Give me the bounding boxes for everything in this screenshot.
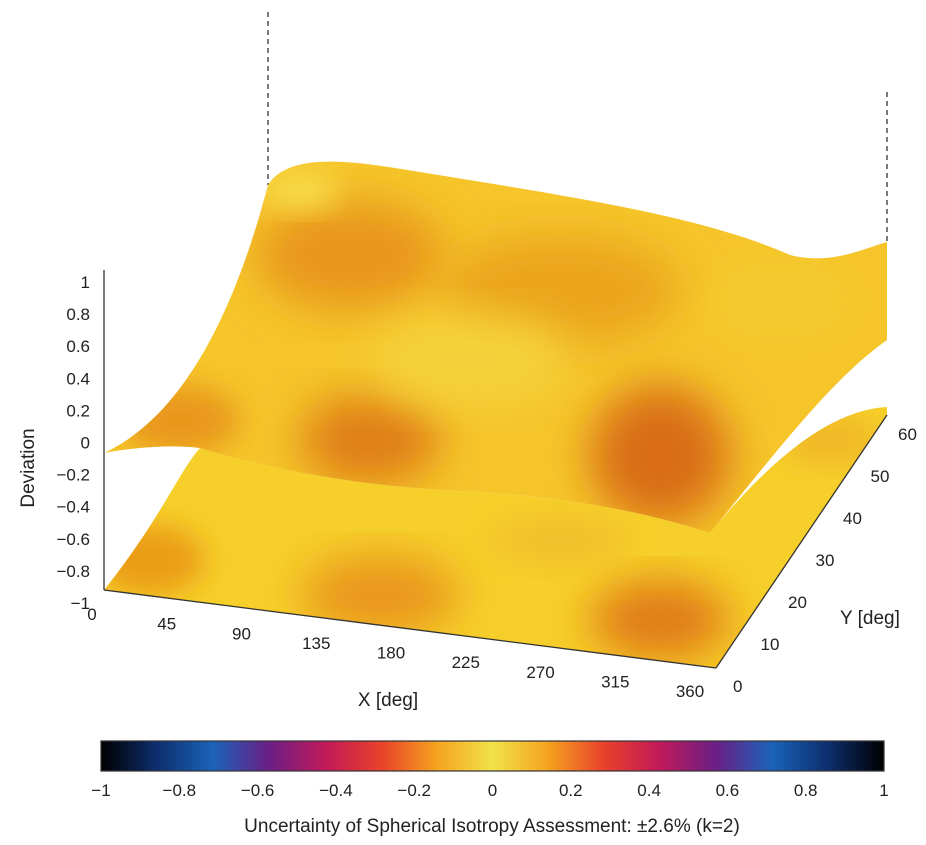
colorbar-tick-label: 0.4 (637, 781, 661, 800)
y-axis-label: Y [deg] (840, 608, 900, 629)
x-tick-label: 180 (377, 644, 405, 663)
x-tick-label: 360 (676, 682, 704, 701)
z-tick-label: 0.2 (66, 401, 90, 420)
colorbar-tick-label: 0.8 (794, 781, 818, 800)
colorbar-tick-label: −0.6 (241, 781, 275, 800)
z-tick-label: −0.6 (56, 530, 90, 549)
z-tick-label: 0.6 (66, 337, 90, 356)
z-tick-label: 0 (81, 434, 90, 453)
z-tick-label: 0.4 (66, 369, 90, 388)
y-tick-label: 30 (816, 551, 835, 570)
colorbar-tick-label: 0.6 (716, 781, 740, 800)
z-tick-label: −0.2 (56, 466, 90, 485)
x-axis-line (103, 589, 717, 669)
z-tick-label: −1 (71, 594, 90, 613)
z-tick-label: 1 (81, 273, 90, 292)
y-tick-label: 60 (898, 425, 917, 444)
y-tick-label: 10 (761, 635, 780, 654)
x-tick-label: 135 (302, 634, 330, 653)
z-tick-label: −0.4 (56, 498, 90, 517)
x-tick-label: 225 (452, 653, 480, 672)
colorbar (100, 740, 885, 772)
x-tick-label: 270 (526, 663, 554, 682)
colorbar-tick-label: −0.4 (319, 781, 353, 800)
x-tick-label: 0 (87, 605, 96, 624)
z-tick-label: 0.8 (66, 305, 90, 324)
z-axis-label: Deviation (18, 428, 39, 507)
y-tick-label: 0 (733, 677, 742, 696)
colorbar-ticks: −1 −0.8 −0.6 −0.4 −0.2 0 0.2 0.4 0.6 0.8 1 (91, 781, 888, 800)
colorbar-tick-label: −1 (91, 781, 110, 800)
colorbar-tick-label: −0.8 (163, 781, 197, 800)
colorbar-tick-label: 0.2 (559, 781, 583, 800)
colorbar-tick-label: 0 (488, 781, 497, 800)
z-tick-label: −0.8 (56, 562, 90, 581)
colorbar-tick-label: −0.2 (397, 781, 431, 800)
x-tick-label: 45 (157, 615, 176, 634)
y-tick-label: 20 (788, 593, 807, 612)
x-tick-label: 90 (232, 624, 251, 643)
x-axis-ticks: 0 45 90 135 180 225 270 315 360 (87, 605, 704, 701)
surface-upper (104, 161, 887, 533)
colorbar-caption: Uncertainty of Spherical Isotropy Assess… (244, 816, 740, 837)
y-tick-label: 40 (843, 509, 862, 528)
x-tick-label: 315 (601, 672, 629, 691)
colorbar-tick-label: 1 (879, 781, 888, 800)
surface-lower (104, 407, 887, 668)
y-tick-label: 50 (871, 467, 890, 486)
x-axis-label: X [deg] (358, 690, 418, 711)
y-axis-line (715, 414, 888, 669)
y-axis-ticks: 0 10 20 30 40 50 60 (733, 425, 917, 696)
z-axis-ticks: 1 0.8 0.6 0.4 0.2 0 −0.2 −0.4 −0.6 −0.8 −1 (56, 273, 90, 613)
